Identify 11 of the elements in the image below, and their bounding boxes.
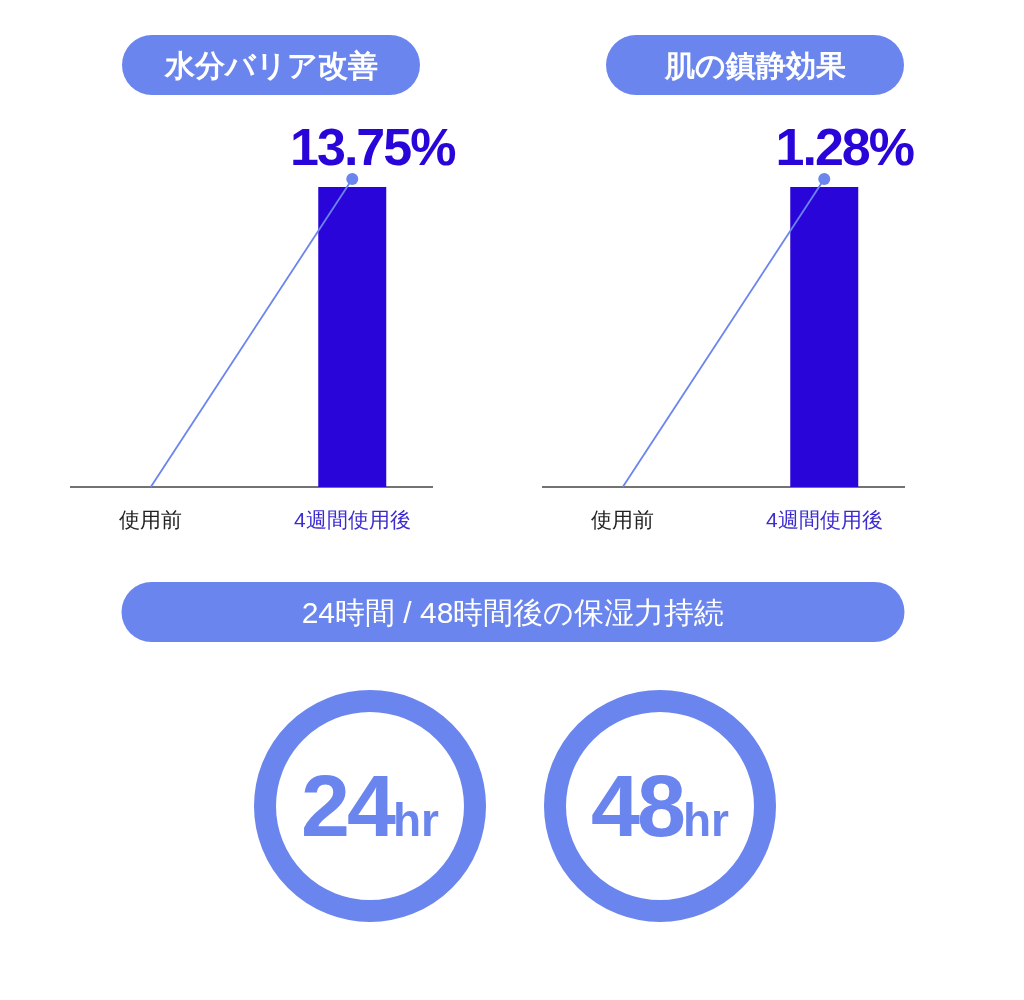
data-label: 1.28% [775,118,914,176]
x-tick-label: 使用前 [119,508,183,531]
x-tick-label: 4週間使用後 [293,508,411,531]
category-label: 24hr [301,756,440,855]
category-label: 48hr [591,756,730,855]
chart-title: 水分バリア改善 [163,48,378,82]
x-tick-label: 使用前 [591,508,655,531]
text: 24時間 / 48時間後の保湿力持続 [301,595,725,629]
chart-title: 肌の鎮静効果 [663,48,846,82]
data-label: 13.75% [290,118,456,176]
x-tick-label: 4週間使用後 [765,508,883,531]
